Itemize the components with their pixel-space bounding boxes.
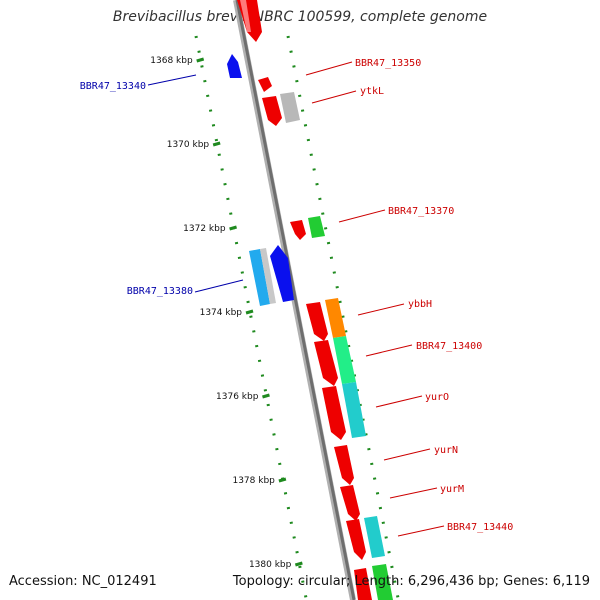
label-leaders [147, 61, 445, 537]
gene-arrow-yurm[interactable] [340, 485, 360, 521]
tick-mark [245, 309, 254, 315]
accession-text: Accession: NC_012491 [9, 574, 157, 589]
leader-bbr47-13380 [194, 279, 244, 293]
gene-arrow-bbr47-13340[interactable] [227, 54, 242, 78]
gene-label[interactable]: yurM [440, 484, 464, 495]
tick-mark [262, 393, 270, 399]
gene-arrow-bbr47-13380[interactable] [270, 245, 294, 302]
backbone-line-shade [235, 0, 356, 600]
tick-mark [212, 141, 221, 147]
leader-bbr47-13400 [365, 344, 413, 357]
gene-label[interactable]: BBR47_13350 [355, 58, 421, 69]
genome-summary-text: Topology: circular; Length: 6,296,436 bp… [232, 574, 590, 589]
tick-label: 1376 kbp [216, 392, 259, 402]
gene-block-13370-green [308, 216, 325, 238]
gene-labels: BBR47_13350 BBR47_13340 ytkL BBR47_13370 BBR… [80, 58, 513, 533]
gene-block-ybbh-orange [325, 298, 346, 338]
gene-arrow-bbr47-13370[interactable] [290, 220, 306, 240]
tick-mark [278, 477, 287, 483]
gene-features [227, 0, 393, 600]
leader-bbr47-13440 [397, 525, 445, 537]
right-guide-line [286, 35, 400, 599]
gene-block-ytkl-grey [280, 92, 300, 123]
gene-block-bottom-green [372, 564, 393, 600]
gene-label[interactable]: yurN [434, 445, 458, 456]
genome-title: Brevibacillus brevis NBRC 100599, comple… [112, 9, 488, 25]
gene-label[interactable]: BBR47_13380 [127, 286, 193, 297]
gene-block-yuro-cyan [342, 382, 366, 438]
tick-mark [196, 57, 205, 63]
leader-ytkl [311, 90, 357, 104]
tick-label: 1372 kbp [183, 224, 226, 234]
gene-arrow-bbr47-13440[interactable] [346, 519, 366, 560]
gene-label[interactable]: yurO [425, 392, 449, 403]
leader-yurn [383, 448, 431, 461]
gene-label[interactable]: BBR47_13370 [388, 206, 454, 217]
gene-arrow-ytkl[interactable] [262, 96, 282, 126]
gene-block-13440-cyan [364, 516, 385, 558]
tick-label: 1368 kbp [150, 56, 193, 66]
leader-yuro [375, 395, 423, 408]
gene-arrow-bottom[interactable] [354, 568, 372, 600]
gene-block-13380-cyan [249, 249, 270, 306]
tick-label: 1374 kbp [200, 308, 243, 318]
left-guide-line [194, 35, 308, 599]
gene-arrow-ybbh[interactable] [306, 302, 328, 341]
gene-arrow-yuro[interactable] [322, 386, 346, 440]
tick-mark [229, 225, 237, 231]
leader-ybbh [357, 303, 405, 316]
gene-arrow-bbr47-13350[interactable] [258, 77, 272, 92]
leader-bbr47-13340 [147, 74, 197, 86]
tick-marks: 1368 kbp 1370 kbp 1372 kbp 1374 kbp 1376 kbp… [150, 56, 303, 570]
dotted-guides [194, 35, 400, 599]
gene-arrow-top-highlight [240, 0, 251, 32]
gene-arrow-yurn[interactable] [334, 445, 354, 485]
gene-block-13380-grey [260, 248, 276, 304]
gene-label[interactable]: BBR47_13400 [416, 341, 482, 352]
tick-label: 1380 kbp [249, 560, 292, 570]
gene-arrow-bbr47-13400[interactable] [314, 340, 338, 386]
gene-label[interactable]: ytkL [360, 86, 384, 97]
gene-label[interactable]: ybbH [408, 299, 432, 310]
tick-mark [294, 561, 303, 567]
leader-bbr47-13350 [305, 61, 353, 76]
tick-label: 1378 kbp [232, 476, 275, 486]
leader-bbr47-13370 [338, 209, 386, 223]
backbone [233, 0, 356, 600]
gene-block-13400-teal [333, 336, 356, 384]
gene-label[interactable]: BBR47_13440 [447, 522, 513, 533]
leader-yurm [389, 487, 438, 499]
tick-label: 1370 kbp [167, 140, 210, 150]
gene-label[interactable]: BBR47_13340 [80, 81, 146, 92]
